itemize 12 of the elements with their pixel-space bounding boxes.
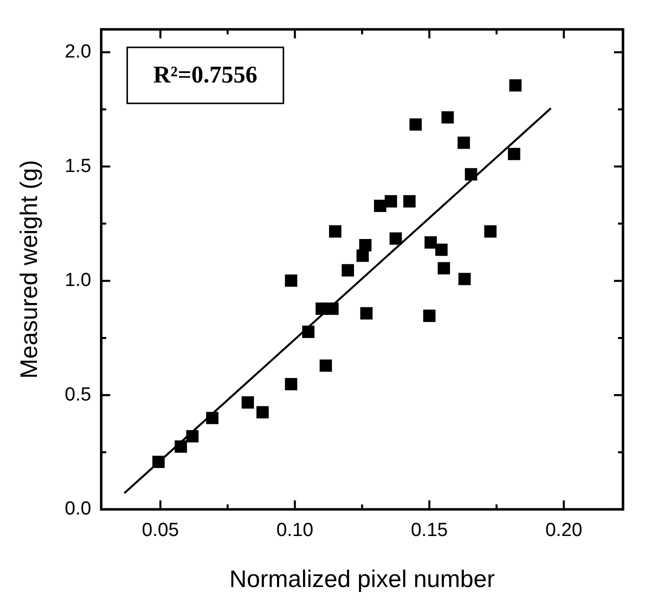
annotation: R²=0.7556 xyxy=(153,62,258,89)
text: 1.0 xyxy=(64,270,92,292)
y-tick-label: 0.5 xyxy=(64,384,92,406)
y-tick-label: 1.5 xyxy=(64,156,92,177)
x-tick-label: 0.15 xyxy=(410,520,448,542)
x-axis-title: Normalized pixel number xyxy=(229,566,495,594)
y-axis-title: Measured weight (g) xyxy=(16,160,44,379)
text: 2.0 xyxy=(64,41,92,62)
x-tick-label: 0.05 xyxy=(142,520,179,542)
text: 0.20 xyxy=(545,520,582,542)
text: 0.0 xyxy=(64,498,92,520)
text: 0.10 xyxy=(276,520,314,542)
